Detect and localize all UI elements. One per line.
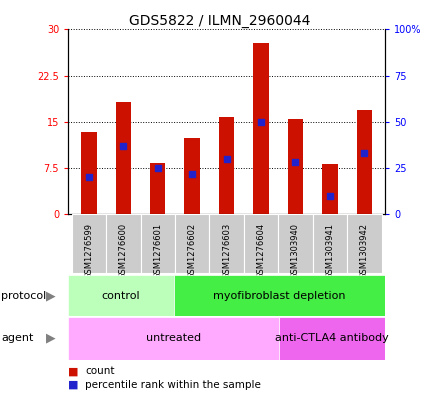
Text: ■: ■ [68, 380, 79, 390]
Bar [72, 214, 106, 273]
Bar [279, 317, 385, 360]
Text: protocol: protocol [1, 291, 47, 301]
Bar [140, 214, 175, 273]
Point [85, 174, 92, 180]
Bar [278, 214, 313, 273]
Text: GSM1276600: GSM1276600 [119, 223, 128, 279]
Bar [347, 214, 381, 273]
Bar [150, 163, 165, 214]
Text: myofibroblast depletion: myofibroblast depletion [213, 291, 346, 301]
Point [361, 150, 368, 156]
Bar [68, 317, 279, 360]
Text: ■: ■ [68, 366, 79, 376]
Bar [175, 214, 209, 273]
Bar [356, 110, 372, 214]
Point [223, 156, 230, 162]
Text: control: control [102, 291, 140, 301]
Text: GSM1303942: GSM1303942 [360, 223, 369, 279]
Text: anti-CTLA4 antibody: anti-CTLA4 antibody [275, 333, 389, 343]
Text: GSM1276601: GSM1276601 [153, 223, 162, 279]
Text: GSM1276599: GSM1276599 [84, 223, 93, 279]
Text: GSM1276603: GSM1276603 [222, 223, 231, 279]
Point [120, 143, 127, 149]
Bar [81, 132, 97, 214]
Bar [313, 214, 347, 273]
Text: agent: agent [1, 333, 34, 343]
Text: GSM1303941: GSM1303941 [326, 223, 334, 279]
Bar [244, 214, 278, 273]
Bar [288, 119, 303, 214]
Text: count: count [85, 366, 114, 376]
Bar [253, 43, 269, 214]
Bar [184, 138, 200, 214]
Point [292, 159, 299, 165]
Bar [174, 275, 385, 316]
Point [257, 119, 264, 125]
Text: GDS5822 / ILMN_2960044: GDS5822 / ILMN_2960044 [129, 14, 311, 28]
Bar [219, 117, 235, 214]
Text: percentile rank within the sample: percentile rank within the sample [85, 380, 261, 390]
Text: ▶: ▶ [46, 332, 55, 345]
Bar [322, 164, 337, 214]
Text: ▶: ▶ [46, 289, 55, 302]
Text: untreated: untreated [146, 333, 202, 343]
Text: GSM1303940: GSM1303940 [291, 223, 300, 279]
Point [326, 193, 334, 199]
Bar [106, 214, 140, 273]
Bar [68, 275, 174, 316]
Point [189, 171, 196, 177]
Text: GSM1276602: GSM1276602 [188, 223, 197, 279]
Point [154, 165, 161, 171]
Bar [116, 101, 131, 214]
Bar [209, 214, 244, 273]
Text: GSM1276604: GSM1276604 [257, 223, 265, 279]
